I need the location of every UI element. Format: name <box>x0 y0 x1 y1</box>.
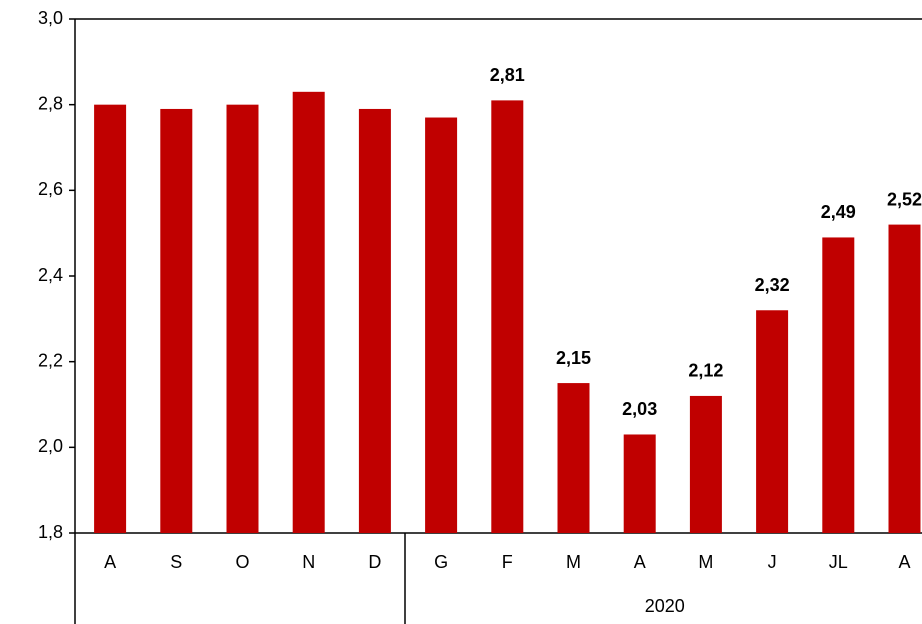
group-label: 2020 <box>645 596 685 616</box>
x-tick-label: G <box>434 552 448 572</box>
x-tick-label: A <box>634 552 646 572</box>
bar <box>292 91 325 534</box>
y-tick-label: 2,2 <box>38 350 63 370</box>
data-label: 2,32 <box>755 275 790 295</box>
data-label: 2,81 <box>490 65 525 85</box>
x-tick-label: F <box>502 552 513 572</box>
y-tick-label: 2,6 <box>38 179 63 199</box>
bar <box>822 237 855 533</box>
bar <box>689 395 722 533</box>
bar <box>491 100 524 533</box>
data-label: 2,49 <box>821 202 856 222</box>
bar <box>160 108 193 533</box>
bar <box>623 434 656 533</box>
y-tick-label: 2,4 <box>38 265 63 285</box>
x-tick-label: N <box>302 552 315 572</box>
bar <box>557 383 590 533</box>
data-label: 2,12 <box>688 361 723 381</box>
y-tick-label: 3,0 <box>38 8 63 28</box>
x-tick-label: A <box>104 552 116 572</box>
bar <box>425 117 458 534</box>
x-tick-label: J <box>768 552 777 572</box>
x-tick-label: S <box>170 552 182 572</box>
y-tick-label: 1,8 <box>38 522 63 542</box>
data-label: 2,03 <box>622 399 657 419</box>
bar <box>756 310 789 533</box>
y-tick-label: 2,8 <box>38 93 63 113</box>
x-tick-label: M <box>698 552 713 572</box>
bar <box>226 104 259 534</box>
x-tick-label: JL <box>829 552 848 572</box>
bar <box>358 108 391 533</box>
x-tick-label: O <box>235 552 249 572</box>
bar <box>94 104 127 534</box>
x-tick-label: M <box>566 552 581 572</box>
data-label: 2,15 <box>556 348 591 368</box>
bar <box>888 224 921 533</box>
y-tick-label: 2,0 <box>38 436 63 456</box>
x-tick-label: A <box>898 552 910 572</box>
data-label: 2,52 <box>887 189 922 209</box>
x-tick-label: D <box>368 552 381 572</box>
